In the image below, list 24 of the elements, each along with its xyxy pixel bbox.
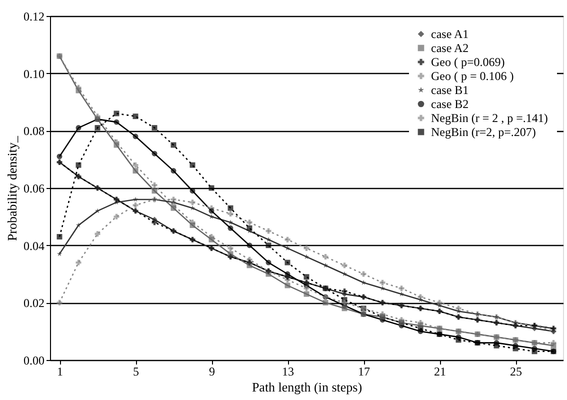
y-axis-title: Probability density_ (4, 135, 20, 242)
legend-label: case A1 (431, 27, 469, 41)
legend-label: Geo ( p=0.069) (431, 55, 505, 69)
legend-label: Geo ( p = 0.106 ) (431, 69, 514, 83)
legend-label: NegBin (r=2, p=.207) (431, 125, 536, 139)
x-tick-label: 13 (282, 364, 294, 378)
x-tick-label: 9 (209, 364, 215, 378)
y-tick-label: 0.02 (24, 296, 44, 310)
x-tick-label: 17 (358, 364, 370, 378)
y-tick-label: 0.12 (24, 10, 44, 24)
legend-label: case B2 (431, 97, 469, 111)
y-tick-label: 0.08 (24, 124, 44, 138)
legend-label: case B1 (431, 83, 469, 97)
y-tick-label: 0.10 (24, 66, 44, 81)
x-tick-label: 5 (133, 364, 139, 378)
y-tick-label: 0.04 (24, 238, 44, 253)
legend-label: NegBin (r = 2 , p =.141) (431, 111, 548, 125)
x-tick-label: 1 (57, 364, 63, 378)
x-tick-label: 21 (434, 364, 446, 378)
x-tick-label: 25 (510, 364, 522, 378)
x-axis-title: Path length (in steps) (252, 380, 362, 394)
y-tick-label: 0.06 (24, 182, 44, 196)
y-tick-label: 0.00 (24, 354, 44, 368)
legend-label: case A2 (431, 41, 469, 55)
